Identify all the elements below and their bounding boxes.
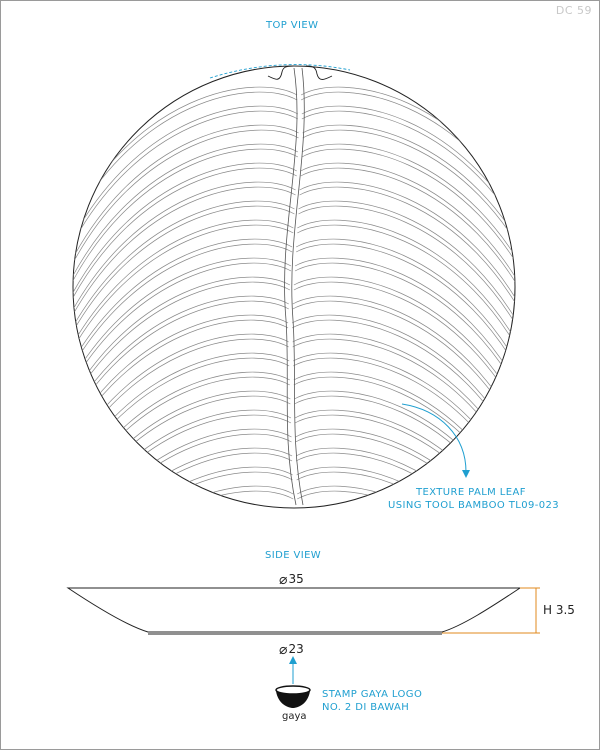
leaf-vein (73, 238, 293, 398)
leaf-vein (73, 447, 293, 508)
leaf-vein (73, 162, 297, 322)
leaf-vein (73, 105, 299, 265)
leaf-vein (73, 205, 295, 365)
height-dimension-lines (442, 587, 540, 634)
leaf-vein (73, 110, 299, 270)
leaf-vein (296, 238, 515, 398)
leaf-vein (73, 129, 299, 289)
texture-note: TEXTURE PALM LEAF USING TOOL BAMBOO TL09… (388, 486, 559, 512)
leaf-vein (73, 143, 299, 303)
texture-note-line2: USING TOOL BAMBOO TL09-023 (388, 500, 560, 511)
diameter-symbol: ⌀ (279, 642, 288, 658)
height-dimension-label: H 3.5 (543, 603, 575, 617)
leaf-vein (296, 243, 515, 403)
leaf-vein (299, 186, 515, 346)
gaya-logo-text: gaya (282, 711, 307, 722)
leaf-vein (295, 428, 515, 508)
leaf-vein (297, 219, 515, 379)
top-dashed-guide (209, 64, 351, 79)
texture-callout-arrowhead (462, 470, 470, 478)
leaf-vein (301, 143, 515, 303)
plate-side-view (66, 587, 522, 635)
leaf-vein (73, 200, 295, 360)
bottom-diameter-value: 23 (288, 642, 304, 656)
leaf-midrib-right (291, 67, 305, 506)
top-diameter-label: ⌀35 (279, 571, 304, 588)
leaf-vein (298, 200, 515, 360)
leaf-vein (297, 224, 515, 384)
leaf-vein (301, 148, 515, 308)
leaf-vein (295, 452, 515, 508)
leaf-vein (73, 219, 294, 379)
plate-top-view (72, 64, 516, 509)
leaf-vein (294, 409, 515, 508)
leaf-vein (73, 124, 299, 284)
leaf-vein (73, 243, 293, 403)
stamp-note: STAMP GAYA LOGO NO. 2 DI BAWAH (322, 688, 422, 714)
leaf-vein (73, 148, 299, 308)
leaf-vein (73, 224, 294, 384)
top-diameter-value: 35 (288, 572, 304, 586)
leaf-vein (73, 181, 296, 341)
stem-notch-right (305, 65, 333, 80)
leaf-vein (299, 181, 515, 341)
leaf-vein (73, 414, 292, 508)
stamp-note-line1: STAMP GAYA LOGO (322, 689, 423, 700)
leaf-vein (73, 433, 292, 508)
stem-notch-left (267, 65, 295, 80)
leaf-vein (73, 428, 292, 508)
gaya-logo-bowl (275, 685, 311, 708)
leaf-vein (73, 186, 296, 346)
leaf-vein (300, 162, 515, 322)
leaf-vein (73, 452, 293, 508)
texture-note-line1: TEXTURE PALM LEAF (416, 487, 526, 498)
texture-callout-line (401, 403, 467, 473)
leaf-vein (300, 167, 515, 327)
leaf-midrib-left (284, 67, 298, 506)
leaf-vein (295, 433, 515, 508)
stamp-callout-arrowhead (289, 656, 297, 664)
top-view-label: TOP VIEW (266, 20, 319, 31)
side-view-label: SIDE VIEW (265, 550, 322, 561)
leaf-vein (73, 167, 297, 327)
leaf-vein (298, 205, 515, 365)
leaf-vein (294, 414, 515, 508)
leaf-vein (295, 447, 515, 508)
drawing-code: DC 59 (555, 4, 592, 17)
diameter-symbol: ⌀ (279, 572, 288, 588)
stamp-note-line2: NO. 2 DI BAWAH (322, 702, 410, 713)
leaf-vein (73, 409, 292, 508)
bottom-diameter-label: ⌀23 (279, 641, 304, 658)
